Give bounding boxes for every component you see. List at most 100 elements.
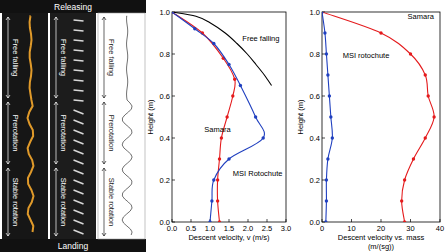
phase-arrow — [56, 102, 57, 164]
phase-label: Prerotation — [59, 115, 68, 152]
y-axis-label: Height (m) — [146, 99, 155, 135]
series-marker — [262, 136, 265, 139]
phase-arrow — [104, 17, 105, 98]
photo-column: Free fallingPrerotationStable rotation — [98, 13, 145, 239]
figure: ReleasingLandingFree fallingPrerotationS… — [0, 0, 448, 252]
seed-image — [74, 150, 84, 154]
phase-arrow — [54, 168, 58, 171]
series-line — [172, 12, 235, 222]
seed-image — [74, 130, 84, 134]
seed-image — [74, 30, 84, 31]
seed-image — [74, 50, 84, 51]
seed-image — [74, 170, 84, 174]
bottom-label: Landing — [58, 241, 89, 251]
seed-image — [74, 190, 84, 194]
y-tick-label: 0.0 — [310, 218, 320, 227]
x-tick — [351, 219, 352, 222]
x-tick — [410, 219, 411, 222]
series-marker — [322, 12, 324, 14]
series-marker — [227, 63, 230, 66]
y-tick — [322, 138, 325, 139]
x-tick — [248, 219, 249, 222]
trajectory — [122, 16, 132, 235]
seed-image — [74, 220, 84, 224]
series-marker — [325, 52, 328, 55]
x-tick-label: 0 — [320, 224, 324, 233]
x-tick-label: 2.0 — [243, 224, 253, 233]
series-marker — [218, 157, 221, 160]
series-marker — [403, 220, 406, 222]
phase-arrow — [54, 161, 58, 164]
photo-frame — [50, 13, 96, 239]
series-marker — [208, 220, 211, 222]
series-marker — [193, 27, 196, 30]
seed-image — [74, 80, 84, 81]
chart: 0102030400.00.20.40.60.81.0Descent veloc… — [296, 8, 444, 251]
y-tick — [322, 96, 325, 97]
seed-image — [74, 60, 84, 61]
series-line — [322, 12, 434, 222]
x-axis-label: Descent velocity vs. mass — [338, 233, 425, 242]
x-tick — [172, 219, 173, 222]
phase-arrow — [54, 17, 58, 20]
seed-image — [74, 230, 84, 234]
y-tick — [172, 222, 175, 223]
phase-arrow — [6, 233, 10, 236]
x-axis-label: Descent velocity, v (m/s) — [188, 233, 270, 242]
photo-column: Free falling Prerotation Stable rotation — [2, 13, 48, 239]
phase-arrow — [102, 95, 106, 98]
plot-marks — [322, 12, 436, 222]
phase-label: Stable rotation — [11, 178, 20, 226]
x-tick-label: 2.5 — [262, 224, 272, 233]
plot-frame — [172, 12, 286, 222]
phase-arrow — [102, 102, 106, 105]
y-tick-label: 0.8 — [160, 50, 170, 59]
series-marker — [324, 220, 327, 222]
series-marker — [172, 12, 174, 14]
seed-image — [74, 160, 84, 164]
photo-frame — [2, 13, 48, 239]
series-marker — [326, 157, 329, 160]
phase-arrow — [6, 17, 10, 20]
seed-image — [74, 180, 84, 184]
phase-arrow — [102, 168, 106, 171]
y-tick-label: 1.0 — [160, 8, 170, 17]
series-marker — [412, 157, 415, 160]
y-tick-label: 0.6 — [310, 92, 320, 101]
photo-panel: ReleasingLandingFree fallingPrerotationS… — [0, 0, 146, 252]
y-tick-label: 0.2 — [310, 176, 320, 185]
x-tick — [286, 219, 287, 222]
y-tick-label: 0.0 — [160, 218, 170, 227]
y-axis-label: Height (m) — [296, 99, 305, 135]
series-marker — [322, 12, 324, 14]
series-marker — [210, 199, 213, 202]
y-tick-label: 0.2 — [160, 176, 170, 185]
x-tick — [440, 219, 441, 222]
phase-arrow — [54, 102, 58, 105]
phase-arrow — [102, 161, 106, 164]
photo-column: Free fallingPrerotationStable rotation — [50, 13, 96, 239]
series-marker — [212, 42, 215, 45]
phase-label: Stable rotation — [59, 178, 68, 226]
x-tick — [267, 219, 268, 222]
phase-arrow — [104, 168, 105, 236]
x-tick-label: 10 — [347, 224, 355, 233]
phase-label: Free falling — [11, 39, 20, 76]
phase-arrow — [6, 168, 10, 171]
x-tick-label: 0.5 — [186, 224, 196, 233]
series-marker — [379, 31, 382, 34]
x-tick-label: 30 — [406, 224, 414, 233]
phase-arrow — [104, 102, 105, 164]
y-tick — [322, 180, 325, 181]
series-marker — [328, 94, 331, 97]
series-marker — [233, 78, 236, 81]
phase-arrow — [102, 17, 106, 20]
phase-label: Free falling — [107, 39, 116, 76]
phase-label: Prerotation — [11, 115, 20, 152]
plot-frame — [322, 12, 440, 222]
y-tick — [172, 180, 175, 181]
series-marker — [212, 178, 215, 181]
seed-image — [74, 40, 84, 41]
phase-arrow — [8, 102, 9, 164]
series-marker — [400, 199, 403, 202]
